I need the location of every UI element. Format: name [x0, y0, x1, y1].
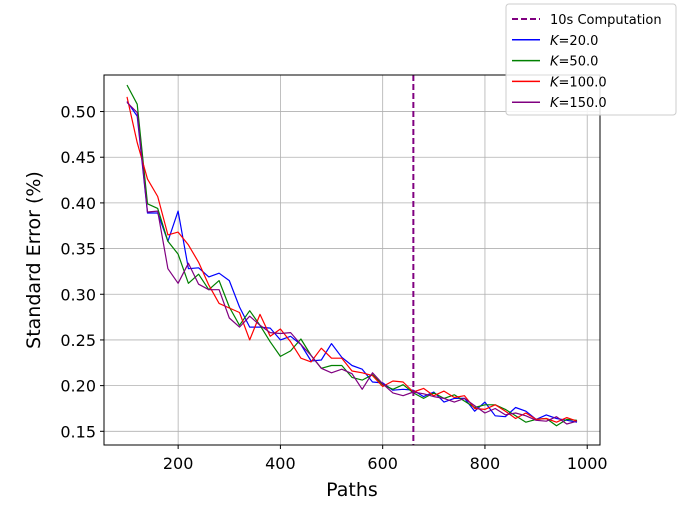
x-tick-label: 1000: [567, 454, 608, 473]
legend-variable: K: [550, 34, 560, 49]
legend-variable: K: [550, 96, 560, 111]
legend-label-vline: 10s Computation: [550, 13, 662, 28]
legend-value: =100.0: [559, 75, 607, 90]
legend: 10s ComputationK=20.0K=50.0K=100.0K=150.…: [505, 3, 677, 116]
x-tick-label: 200: [163, 454, 194, 473]
y-axis-label: Standard Error (%): [23, 171, 45, 349]
series-lines: [126, 84, 578, 427]
legend-label-4: K=150.0: [550, 96, 607, 111]
y-tick-label: 0.25: [60, 331, 96, 350]
y-tick-label: 0.30: [60, 285, 96, 304]
series-line-4: [126, 101, 578, 425]
legend-box: [505, 3, 677, 116]
plot-frame: [103, 74, 601, 446]
y-tick-label: 0.40: [60, 194, 96, 213]
x-tick-label: 800: [470, 454, 501, 473]
grid-lines: [104, 75, 600, 445]
legend-label-3: K=100.0: [550, 75, 607, 90]
x-tick-label: 600: [367, 454, 398, 473]
x-tick-label: 400: [265, 454, 296, 473]
y-tick-label: 0.15: [60, 422, 96, 441]
legend-variable: K: [550, 55, 560, 70]
series-line-2: [126, 84, 578, 427]
axis-ticks: 200 400 600 800 1000 0.15 0.20 0.25 0.30 0.35 0.40…: [60, 103, 607, 473]
series-line-3: [126, 96, 578, 423]
y-tick-label: 0.20: [60, 377, 96, 396]
legend-value: =50.0: [559, 55, 599, 70]
legend-value: =20.0: [559, 34, 599, 49]
y-tick-label: 0.35: [60, 240, 96, 259]
legend-label-1: K=20.0: [550, 34, 598, 49]
x-axis-label: Paths: [326, 479, 378, 501]
legend-variable: K: [550, 75, 560, 90]
legend-value: =150.0: [559, 96, 607, 111]
y-tick-label: 0.45: [60, 148, 96, 167]
legend-label-2: K=50.0: [550, 55, 598, 70]
y-tick-label: 0.50: [60, 103, 96, 122]
